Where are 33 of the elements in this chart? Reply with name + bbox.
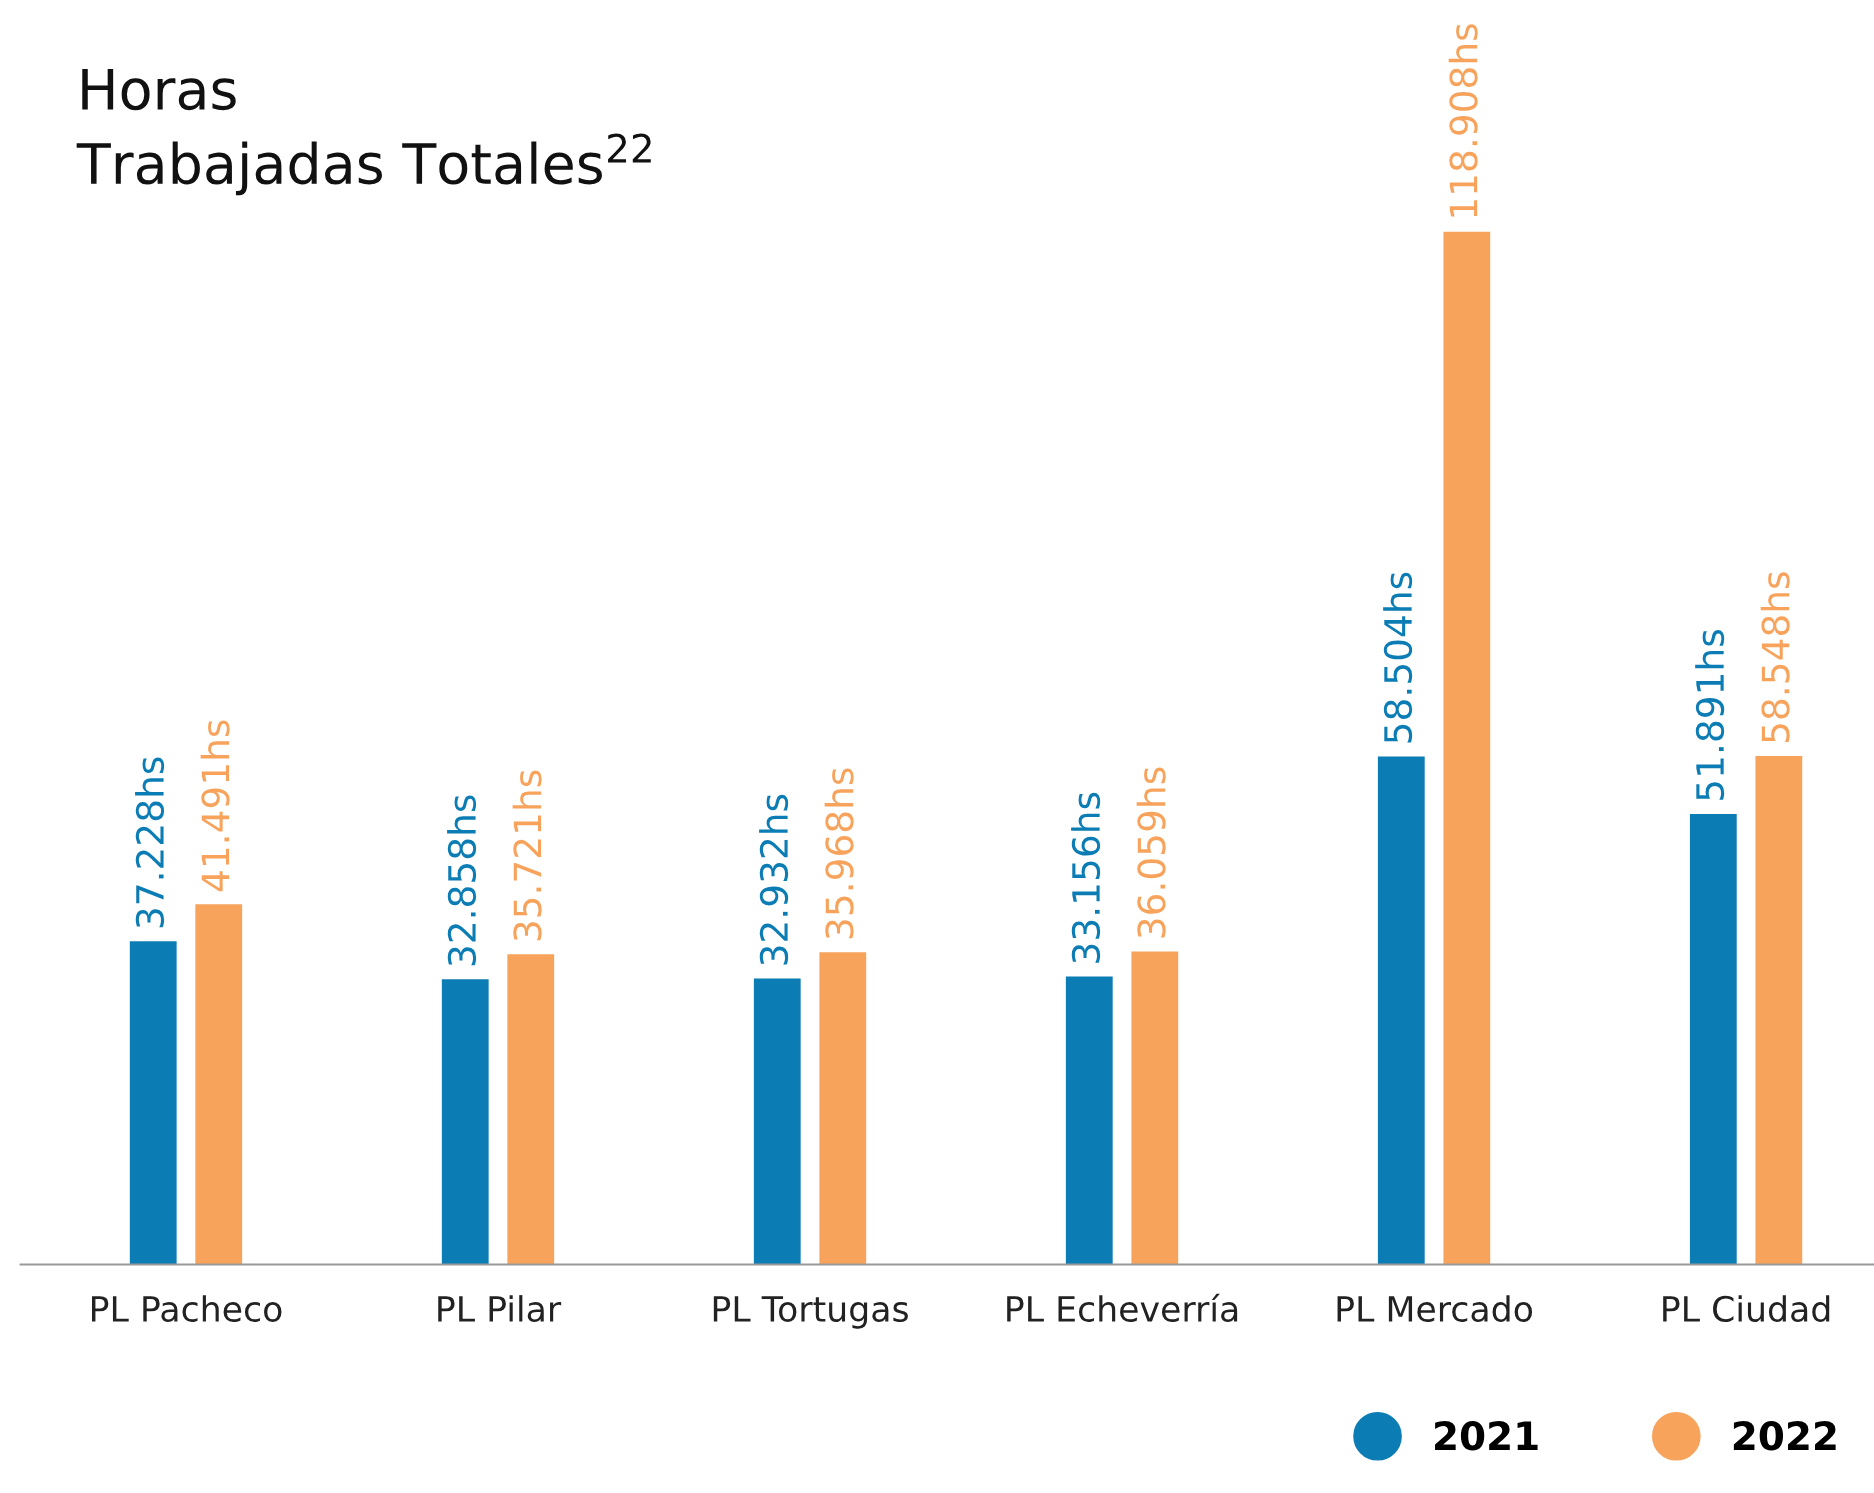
data-label: 118.908hs <box>1448 24 1478 217</box>
data-label: 41.491hs <box>200 720 230 892</box>
bar <box>195 904 243 1265</box>
legend-label: 2021 <box>1435 1421 1538 1451</box>
data-label: 51.891hs <box>1695 630 1725 800</box>
bar <box>1755 756 1803 1265</box>
data-label: 58.548hs <box>1760 572 1790 743</box>
bar <box>753 978 801 1265</box>
x-tick-label: PL Pacheco <box>92 1295 282 1322</box>
bar <box>1377 756 1425 1265</box>
bar <box>507 954 555 1265</box>
chart-title: Horas Trabajadas Totales$^{22}$ <box>76 68 651 196</box>
bar <box>441 979 489 1265</box>
x-tick-label: PL Mercado <box>1337 1295 1533 1322</box>
legend-label: 2022 <box>1733 1421 1836 1451</box>
data-label: 58.504hs <box>1383 572 1413 743</box>
bar <box>1131 951 1179 1265</box>
x-tick-label: PL Ciudad <box>1663 1295 1830 1322</box>
x-tick-label: PL Echeverría <box>1007 1293 1238 1322</box>
x-tick-label: PL Pilar <box>438 1295 562 1322</box>
bar <box>819 952 867 1265</box>
data-label: 35.721hs <box>512 770 542 941</box>
bar <box>129 941 177 1265</box>
x-tick-label: PL Tortugas <box>713 1296 908 1329</box>
bar <box>1443 231 1491 1265</box>
data-label: 33.156hs <box>1071 792 1101 963</box>
bar <box>1065 976 1113 1265</box>
data-label: 32.932hs <box>759 794 789 965</box>
data-label: 35.968hs <box>824 768 854 939</box>
data-label: 36.059hs <box>1136 767 1166 938</box>
bar <box>1689 813 1737 1265</box>
data-label: 37.228hs <box>135 757 165 928</box>
data-label: 32.858hs <box>447 795 477 966</box>
